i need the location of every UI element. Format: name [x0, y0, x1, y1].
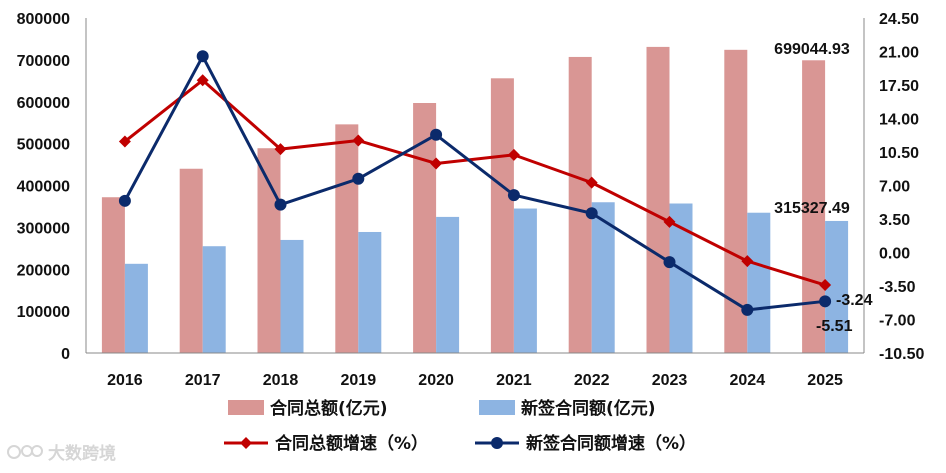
bar-new-2025 [825, 220, 849, 353]
bar-total-2017 [179, 168, 203, 353]
y-right-tick: 21.00 [879, 45, 919, 62]
y-right-tick: -7.00 [879, 313, 916, 330]
point-total-growth-2025 [819, 279, 832, 292]
legend-marker-total-growth [240, 437, 252, 449]
y-left-tick: 300000 [17, 220, 70, 237]
legend-label-total: 合同总额(亿元) [270, 398, 388, 419]
point-new-growth-2025 [819, 295, 832, 308]
point-total-growth-2018 [274, 143, 287, 156]
x-tick-2017: 2017 [185, 372, 221, 389]
y-left-tick: 200000 [17, 262, 70, 279]
bar-total-2024 [724, 49, 748, 353]
legend-label-total-growth: 合同总额增速（%） [275, 433, 428, 454]
x-tick-2023: 2023 [652, 372, 688, 389]
axes [85, 18, 865, 354]
point-new-growth-2017 [196, 50, 209, 63]
bar-new-2016 [124, 263, 148, 353]
bar-new-2017 [202, 246, 226, 353]
legend-swatch-new [479, 400, 515, 415]
bar-total-2016 [101, 197, 125, 353]
x-tick-2019: 2019 [341, 372, 377, 389]
y-right-tick: 17.50 [879, 78, 919, 95]
bar-total-2023 [646, 46, 670, 354]
x-tick-2018: 2018 [263, 372, 299, 389]
y-right-tick: 10.50 [879, 145, 919, 162]
bars-contract-total [101, 46, 826, 354]
bar-new-2019 [358, 231, 382, 353]
point-new-growth-2019 [352, 172, 365, 185]
watermark-text: 大数跨境 [48, 443, 116, 464]
y-left-tick: 400000 [17, 179, 70, 196]
y-right-tick: 3.50 [879, 212, 910, 229]
y-right-tick: -3.50 [879, 279, 916, 296]
y-left-tick: 100000 [17, 304, 70, 321]
x-tick-2021: 2021 [496, 372, 532, 389]
legend: 合同总额(亿元) 新签合同额(亿元) 合同总额增速（%） 新签合同额增速（%） [224, 398, 696, 454]
legend-marker-new-growth [491, 437, 503, 449]
point-new-growth-2022 [585, 207, 598, 220]
label-total-2025: 699044.93 [774, 41, 850, 58]
y-left-tick: 700000 [17, 53, 70, 70]
y-right-tick-labels: -10.50 -7.00 -3.50 0.00 3.50 7.00 10.50 14.00 17… [879, 11, 924, 363]
point-total-growth-2017 [196, 74, 209, 87]
point-total-growth-2021 [507, 148, 520, 161]
point-new-growth-2024 [741, 303, 754, 316]
point-new-growth-2023 [663, 256, 676, 269]
legend-label-new-growth: 新签合同额增速（%） [526, 433, 696, 454]
bar-new-2020 [436, 216, 460, 353]
y-left-tick: 800000 [17, 11, 70, 28]
point-total-growth-2024 [741, 255, 754, 268]
y-right-tick: 0.00 [879, 246, 910, 263]
y-right-tick: 24.50 [879, 11, 919, 28]
bar-total-2019 [335, 124, 359, 353]
y-left-tick: 0 [61, 346, 70, 363]
point-total-growth-2022 [585, 176, 598, 189]
y-right-tick: 14.00 [879, 112, 919, 129]
x-tick-2025: 2025 [807, 372, 843, 389]
line-total-growth [123, 78, 826, 287]
bar-total-2022 [568, 56, 592, 353]
bar-total-2018 [257, 148, 281, 353]
y-right-tick: 7.00 [879, 179, 910, 196]
point-total-growth-2020 [430, 157, 443, 170]
bar-new-2021 [513, 208, 537, 353]
point-new-growth-2020 [430, 128, 443, 141]
x-tick-2024: 2024 [730, 372, 766, 389]
point-total-growth-2019 [352, 134, 365, 147]
x-tick-labels: 2016 2017 2018 2019 2020 2021 2022 2023 2024 2025 [107, 372, 843, 389]
bar-total-2020 [413, 103, 437, 353]
bar-new-2018 [280, 239, 304, 353]
label-total-growth-2025: -3.24 [836, 292, 873, 309]
growth-lines [118, 50, 832, 316]
point-new-growth-2016 [118, 194, 131, 207]
label-new-growth-2025: -5.51 [816, 318, 853, 335]
x-tick-2016: 2016 [107, 372, 143, 389]
label-new-2025: 315327.49 [774, 200, 850, 217]
y-left-tick: 500000 [17, 137, 70, 154]
watermark-logo-icon [7, 445, 43, 459]
point-total-growth-2016 [118, 135, 131, 148]
watermark: 大数跨境 [7, 443, 116, 464]
bars-new-contracts [124, 202, 849, 353]
line-new-growth [123, 54, 826, 312]
bar-new-2024 [747, 212, 771, 353]
bar-new-2023 [669, 203, 693, 353]
data-labels: 699044.93 315327.49 -3.24 -5.51 [774, 41, 872, 335]
bar-total-2021 [490, 78, 514, 354]
y-left-tick: 600000 [17, 95, 70, 112]
bar-new-2022 [591, 202, 615, 353]
point-total-growth-2023 [663, 215, 676, 228]
point-new-growth-2021 [507, 189, 520, 202]
legend-label-new: 新签合同额(亿元) [521, 398, 656, 419]
x-tick-2022: 2022 [574, 372, 610, 389]
legend-swatch-total [228, 400, 264, 415]
x-tick-2020: 2020 [418, 372, 454, 389]
y-left-tick-labels: 0 100000 200000 300000 400000 500000 600000 700… [17, 11, 70, 363]
y-right-tick: -10.50 [879, 346, 924, 363]
point-new-growth-2018 [274, 198, 287, 211]
